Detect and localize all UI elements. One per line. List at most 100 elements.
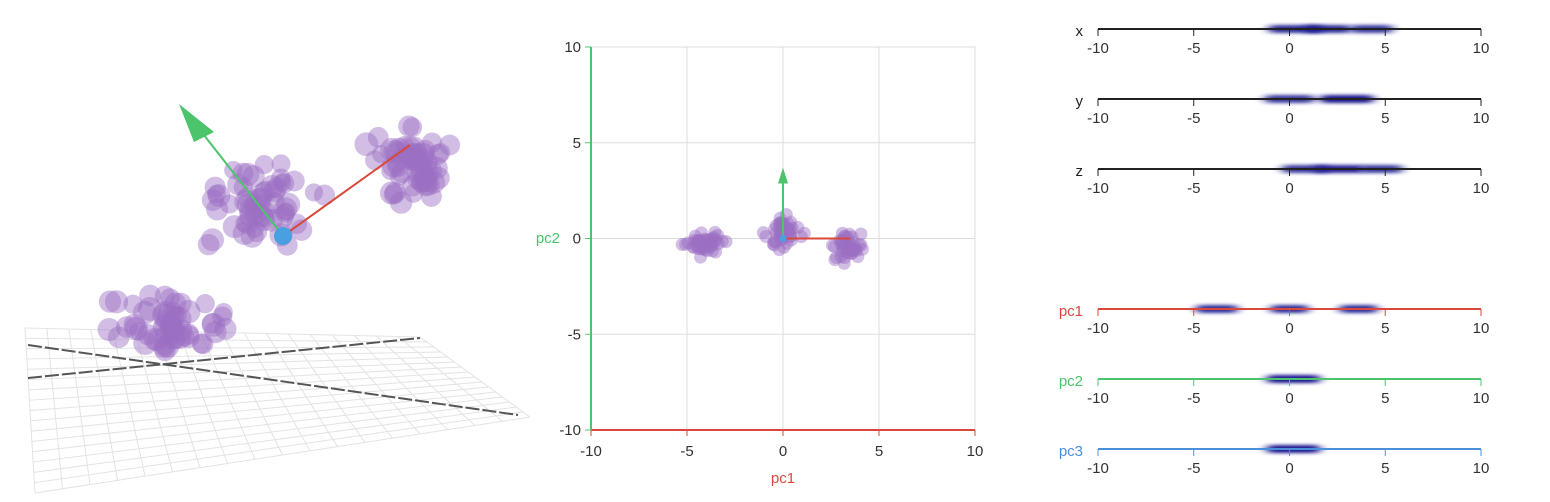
data-point — [107, 326, 130, 349]
strip-label: z — [1076, 163, 1084, 180]
strip-tick-label: 0 — [1285, 390, 1293, 407]
strip-tick-label: 0 — [1285, 110, 1293, 127]
data-point — [152, 335, 176, 358]
data-point — [391, 161, 413, 184]
data-point — [159, 315, 183, 339]
data-point — [835, 233, 849, 247]
data-point — [784, 233, 798, 247]
floor-grid — [24, 327, 531, 494]
data-point — [151, 303, 176, 327]
grid-line — [46, 328, 63, 489]
x-tick-label: -5 — [680, 443, 693, 460]
data-point — [277, 202, 296, 221]
y-tick-label: 5 — [573, 135, 581, 152]
data-point — [246, 221, 268, 243]
data-point — [691, 242, 705, 256]
data-point — [719, 235, 733, 249]
data-point — [845, 242, 858, 256]
data-point — [705, 238, 719, 252]
data-point — [835, 234, 849, 247]
data-point — [711, 237, 725, 251]
data-point — [201, 312, 223, 334]
data-point — [769, 219, 783, 233]
data-point — [840, 241, 854, 255]
data-point — [159, 330, 180, 350]
data-point — [222, 215, 246, 239]
data-point — [846, 244, 860, 258]
strip-tick-label: -10 — [1087, 460, 1109, 477]
data-point — [417, 173, 440, 196]
data-point — [693, 234, 706, 247]
data-point — [704, 240, 718, 254]
data-point — [154, 339, 176, 362]
data-point — [164, 292, 187, 315]
data-point — [248, 204, 272, 228]
data-point — [174, 326, 195, 347]
data-point — [846, 243, 860, 257]
data-point — [271, 154, 291, 174]
data-point — [379, 181, 404, 205]
data-point — [365, 150, 385, 171]
x-tick-label: 10 — [967, 443, 984, 460]
pc2-arrow-head — [179, 104, 214, 142]
data-point — [163, 323, 183, 343]
data-point — [227, 173, 249, 196]
data-point — [782, 217, 796, 231]
data-point — [697, 241, 711, 255]
data-point — [214, 303, 233, 322]
data-point — [160, 315, 184, 338]
data-point — [169, 319, 193, 342]
data-point — [383, 139, 407, 164]
data-point — [155, 310, 176, 330]
data-point — [849, 241, 862, 255]
data-point — [169, 327, 192, 349]
strip-tick-label: -10 — [1087, 390, 1109, 407]
data-point — [129, 321, 148, 341]
grid-line — [309, 334, 393, 439]
data-point — [242, 165, 265, 188]
data-point — [271, 168, 291, 188]
data-point — [688, 229, 702, 243]
data-point — [854, 227, 868, 241]
data-point — [844, 247, 858, 260]
data-point — [156, 303, 177, 324]
data-point — [778, 223, 792, 237]
data-point — [195, 293, 215, 314]
data-point — [176, 299, 201, 324]
data-point — [164, 328, 185, 350]
data-point — [847, 236, 860, 250]
data-point — [273, 173, 295, 194]
data-point — [848, 243, 862, 257]
data-point — [692, 233, 705, 247]
data-point — [836, 237, 850, 251]
strip-label: x — [1076, 23, 1084, 40]
data-point — [791, 221, 805, 234]
data-point — [354, 132, 379, 157]
data-point — [411, 160, 435, 184]
data-point — [797, 226, 811, 240]
data-point — [427, 143, 449, 165]
strip-tick-label: -10 — [1087, 40, 1109, 57]
data-point — [398, 136, 421, 160]
data-point — [169, 292, 192, 315]
strip-tick-label: -5 — [1187, 460, 1200, 477]
strip-tick-label: 10 — [1473, 40, 1490, 57]
data-point — [389, 191, 413, 214]
data-point — [250, 187, 273, 210]
grid-line — [200, 331, 256, 460]
strip-tick-label: 10 — [1473, 320, 1490, 337]
data-point — [236, 162, 260, 186]
data-point — [232, 221, 256, 246]
data-point — [411, 172, 432, 193]
data-point — [389, 137, 409, 158]
data-point — [691, 234, 705, 248]
data-point — [154, 285, 175, 306]
data-point — [236, 193, 259, 216]
data-point — [372, 145, 391, 164]
data-point — [123, 294, 143, 314]
data-point — [266, 177, 288, 199]
3d-scatter-panel[interactable] — [24, 104, 531, 494]
data-point — [245, 219, 264, 239]
data-point — [272, 173, 292, 192]
data-point — [837, 256, 851, 270]
